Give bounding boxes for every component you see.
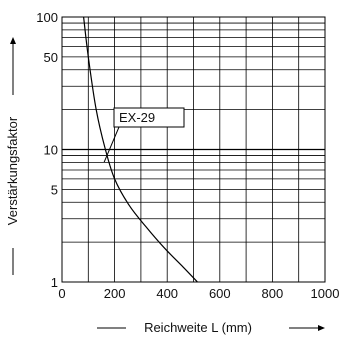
- x-tick-label: 600: [209, 286, 231, 301]
- x-tick-label: 400: [156, 286, 178, 301]
- annotation-label-ex-29: EX-29: [119, 110, 155, 125]
- grid: [62, 17, 325, 282]
- y-tick-label: 100: [36, 10, 58, 25]
- y-tick-label: 1: [51, 275, 58, 290]
- plot-frame: [61, 16, 326, 283]
- series-line-ex-29: [83, 16, 198, 283]
- y-tick-label: 5: [51, 182, 58, 197]
- y-label-arrowhead: [10, 37, 16, 44]
- x-tick-label: 800: [262, 286, 284, 301]
- annotation-leader: [103, 126, 120, 163]
- x-tick-label: 200: [104, 286, 126, 301]
- x-label-arrowhead: [318, 325, 325, 331]
- y-tick-label: 50: [44, 50, 58, 65]
- y-tick-label: 10: [44, 143, 58, 158]
- y-axis-label: Verstärkungsfaktor: [5, 116, 20, 225]
- x-tick-labels: 0 200 400 600 800 1000: [58, 286, 339, 301]
- x-tick-label: 0: [58, 286, 65, 301]
- x-tick-label: 1000: [311, 286, 340, 301]
- x-axis-label: Reichweite L (mm): [144, 320, 252, 335]
- y-tick-labels: 1 5 10 50 100: [36, 10, 58, 290]
- annotation-box: [113, 107, 185, 128]
